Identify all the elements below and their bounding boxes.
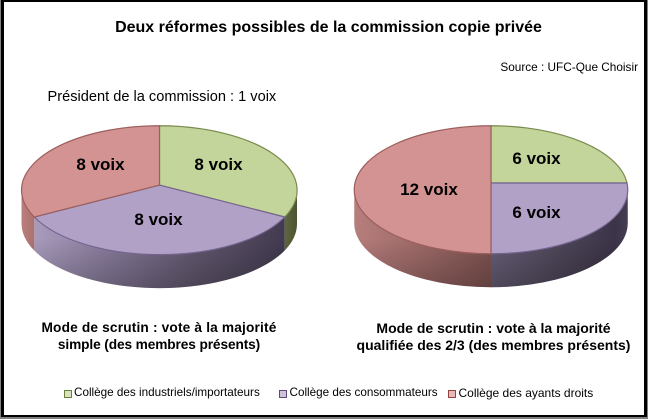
- svg-text:8 voix: 8 voix: [134, 210, 183, 229]
- svg-text:6 voix: 6 voix: [512, 203, 561, 222]
- svg-text:6 voix: 6 voix: [512, 149, 561, 168]
- svg-text:8 voix: 8 voix: [76, 155, 125, 174]
- svg-text:8 voix: 8 voix: [194, 155, 243, 174]
- svg-text:12 voix: 12 voix: [400, 180, 458, 199]
